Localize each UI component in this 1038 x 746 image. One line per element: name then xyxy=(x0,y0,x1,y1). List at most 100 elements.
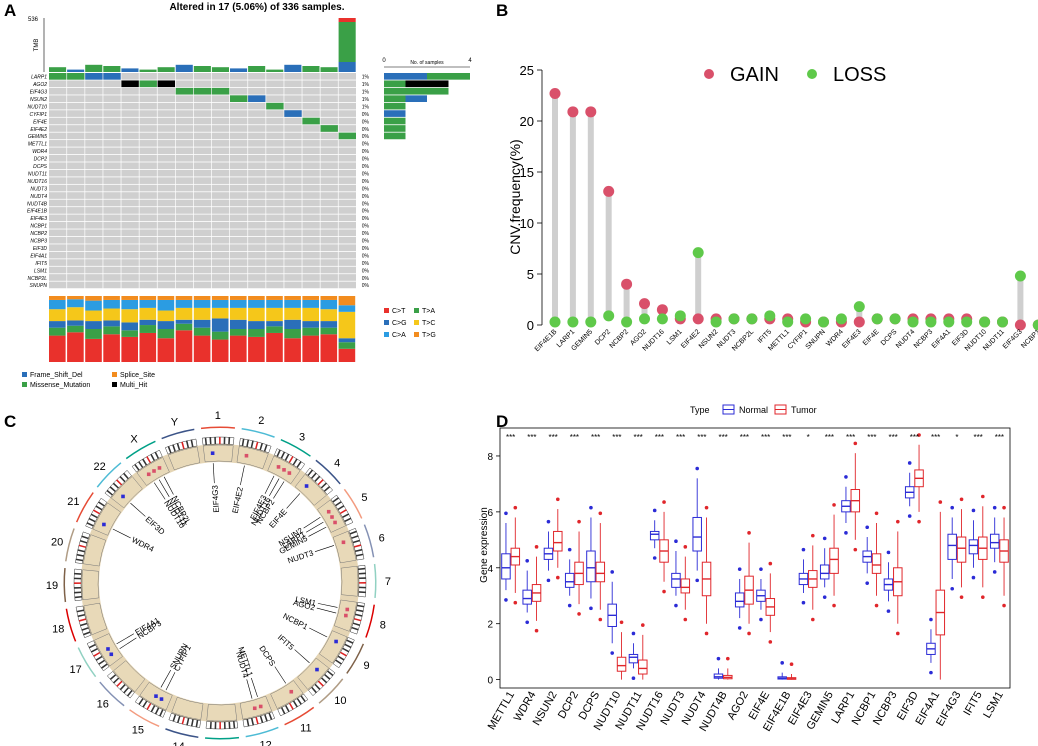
oncoplot-cell xyxy=(175,236,194,244)
oncoplot-cell xyxy=(211,274,230,281)
titv-bar-segment xyxy=(157,299,175,311)
chromosome-band xyxy=(219,721,221,729)
oncoplot-cell xyxy=(338,259,356,266)
chromosome-label: 21 xyxy=(67,496,79,508)
circos-plot: 12345678910111213141516171819202122XYEIF… xyxy=(46,410,391,746)
oncoplot-cell xyxy=(338,73,356,80)
box-outlier xyxy=(674,603,678,608)
oncoplot-gene-label: EIF4G3 xyxy=(30,90,47,96)
titv-legend-key xyxy=(414,308,419,313)
oncoplot-cell xyxy=(248,259,266,266)
oncoplot-cell xyxy=(248,162,266,170)
oncoplot-cell xyxy=(302,236,320,244)
cnv-gain-point xyxy=(853,316,865,328)
oncoplot-cell xyxy=(320,222,338,229)
chromosome-band xyxy=(80,622,88,627)
cnv-marker xyxy=(210,451,215,456)
oncoplot-cell xyxy=(338,154,356,162)
titv-bar-segment xyxy=(320,334,338,362)
cnv-loss-point xyxy=(1032,319,1038,331)
oncoplot-cell xyxy=(157,184,175,192)
oncoplot-cell xyxy=(320,236,338,244)
oncoplot-cell xyxy=(67,244,85,251)
chromosome-band xyxy=(190,719,194,727)
oncoplot-cell xyxy=(320,274,338,281)
gene-label-connector xyxy=(294,649,310,664)
oncoplot-cell xyxy=(248,251,266,259)
box-outlier xyxy=(726,656,730,661)
oncoplot-cell xyxy=(248,177,266,184)
titv-bar-segment xyxy=(248,296,265,300)
box-outlier xyxy=(598,511,603,516)
oncoplot-cell xyxy=(320,132,338,140)
tmb-bar xyxy=(211,67,229,72)
chromosome-band xyxy=(172,714,177,722)
oncoplot-cell xyxy=(157,147,175,155)
cnv-x-label: EIF4E xyxy=(862,328,881,347)
oncoplot-cell xyxy=(139,102,157,110)
chromosome-band xyxy=(78,618,86,622)
box-outlier xyxy=(759,617,763,622)
oncoplot-cell xyxy=(139,222,157,229)
boxplot-boxes xyxy=(501,433,1009,681)
oncoplot-cell xyxy=(103,184,121,192)
chromosome-band xyxy=(335,659,342,665)
mutation-legend-label: Multi_Hit xyxy=(120,382,147,389)
titv-bar-segment xyxy=(248,321,265,329)
chromosome-band xyxy=(280,451,286,459)
oncoplot-cell xyxy=(103,222,121,229)
box-outlier xyxy=(992,505,997,510)
titv-bar-segment xyxy=(230,299,247,308)
oncoplot-cell xyxy=(211,132,230,140)
oncoplot-mutation-cell xyxy=(85,73,103,80)
oncoplot-cell xyxy=(121,184,139,192)
cnv-marker xyxy=(315,667,319,672)
oncoplot-cell xyxy=(67,199,85,207)
oncoplot-cell xyxy=(67,95,85,102)
titv-legend-label: C>A xyxy=(392,332,406,339)
oncoplot-cell xyxy=(302,281,320,289)
mutation-legend-key xyxy=(22,382,27,387)
box-outlier xyxy=(768,561,773,566)
oncoplot-cell xyxy=(157,140,175,147)
chromosome-band xyxy=(321,677,328,684)
oncoplot-cell xyxy=(67,236,85,244)
oncoplot-cell xyxy=(248,110,266,117)
cnv-x-label: EIF4E1B xyxy=(534,328,559,353)
circos-gene-label: EIF4G3 xyxy=(210,484,221,513)
titv-bar-segment xyxy=(175,299,193,308)
cnv-loss-point xyxy=(907,316,919,328)
oncoplot-percent-label: 1% xyxy=(362,75,370,81)
oncoplot-cell xyxy=(266,169,284,177)
chromosome-band xyxy=(358,591,366,594)
box-outlier xyxy=(865,525,869,530)
oncoplot-cell xyxy=(248,266,266,274)
oncoplot-cell xyxy=(338,199,356,207)
oncoplot-cell xyxy=(248,199,266,207)
cnv-marker xyxy=(121,494,125,499)
titv-bar-segment xyxy=(266,321,283,327)
box-outlier xyxy=(844,475,848,479)
box-outlier xyxy=(513,505,518,510)
oncoplot-cell xyxy=(139,147,157,155)
box-outlier xyxy=(704,505,709,510)
tmb-bar-segment xyxy=(338,62,356,72)
titv-bar-segment xyxy=(266,332,283,362)
chromosome-band xyxy=(81,627,89,631)
oncoplot-cell xyxy=(121,154,139,162)
box-outlier xyxy=(950,586,954,591)
oncoplot-cell xyxy=(266,222,284,229)
oncoplot-cell xyxy=(320,162,338,170)
side-bar-segment xyxy=(405,95,427,102)
oncoplot-cell xyxy=(193,102,212,110)
oncoplot-cell xyxy=(121,229,139,237)
oncoplot-cell xyxy=(157,132,175,140)
oncoplot-gene-label: EIF4E2 xyxy=(30,127,47,133)
oncoplot-cell xyxy=(139,132,157,140)
titv-bar-segment xyxy=(266,296,283,300)
chromosome-band xyxy=(255,441,259,449)
oncoplot-cell xyxy=(85,199,103,207)
circos-gene-label: EIF4E2 xyxy=(231,486,245,514)
cnv-tick-label: 10 xyxy=(520,216,534,231)
chromosome-ideogram xyxy=(330,494,354,526)
